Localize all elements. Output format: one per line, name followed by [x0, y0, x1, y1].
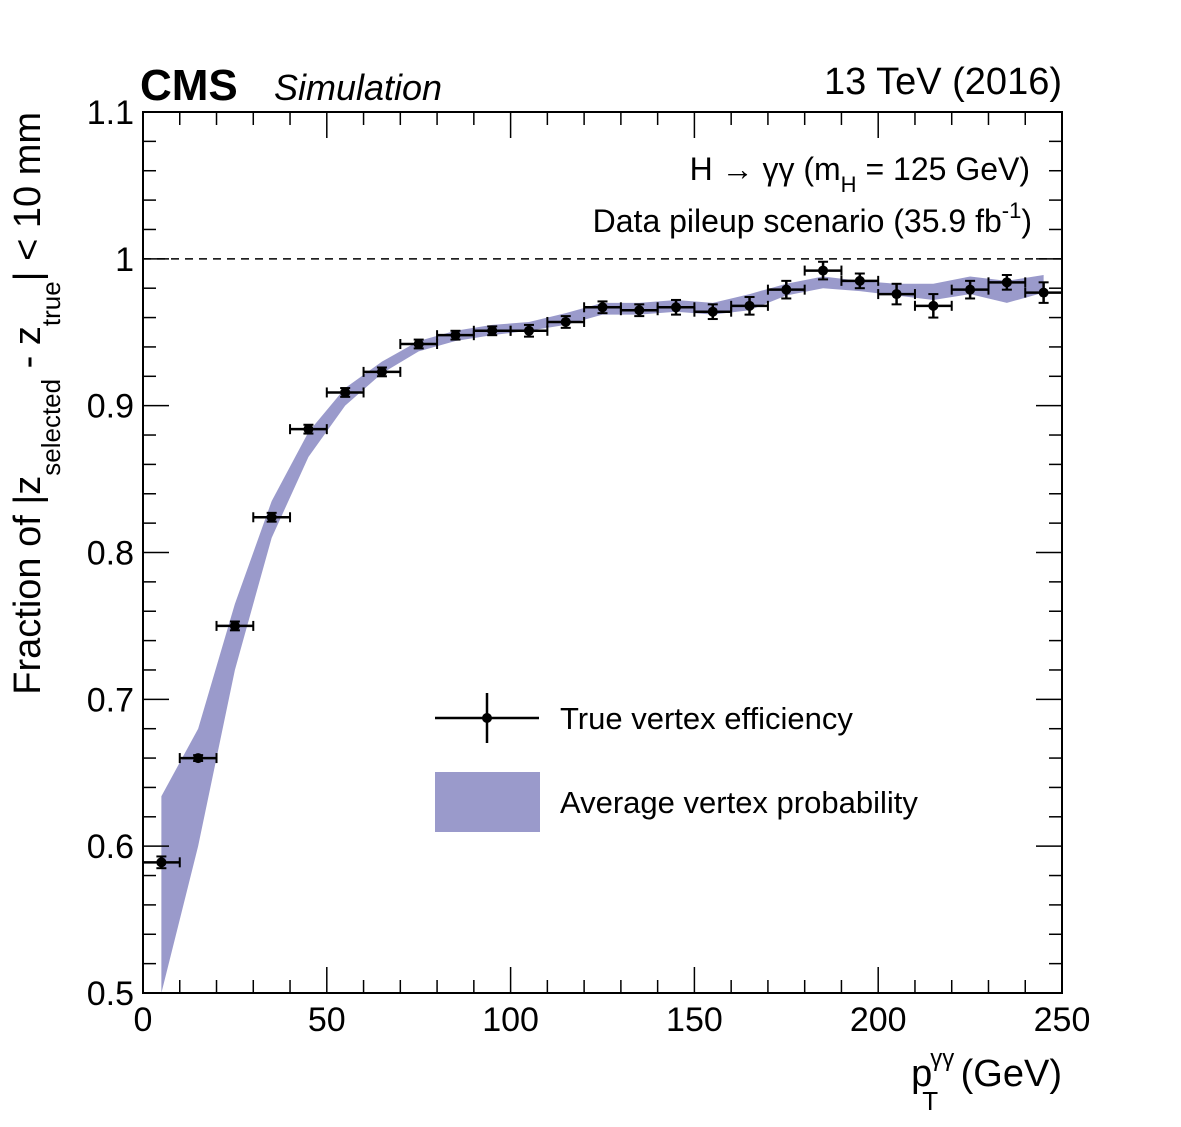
- point-marker: [854, 275, 865, 286]
- legend-band-swatch: [435, 772, 540, 832]
- x-axis-title-sup: γγ: [930, 1045, 954, 1072]
- point-marker: [707, 306, 718, 317]
- x-tick-label: 250: [1034, 1001, 1091, 1039]
- point-marker: [781, 284, 792, 295]
- data-point: [178, 753, 218, 764]
- point-marker: [744, 300, 755, 311]
- point-marker: [1001, 277, 1012, 288]
- data-point: [1024, 281, 1063, 304]
- point-marker: [303, 424, 314, 435]
- data-point: [950, 279, 990, 300]
- legend-points-marker: [482, 713, 492, 723]
- point-marker: [450, 330, 461, 341]
- data-point: [877, 282, 916, 306]
- point-marker: [266, 512, 277, 523]
- pileup-annotation: Data pileup scenario (35.9 fb-1): [593, 198, 1032, 239]
- data-point: [436, 329, 475, 341]
- y-axis-title: Fraction of |zselected - ztrue| < 10 mm: [7, 112, 66, 695]
- data-point: [913, 293, 953, 319]
- y-axis-title-c: | < 10 mm: [7, 112, 49, 281]
- y-axis-title-a: Fraction of |z: [7, 476, 49, 695]
- point-marker: [229, 620, 240, 631]
- x-axis-title-main: p: [911, 1053, 932, 1095]
- data-point: [325, 387, 365, 398]
- y-tick-label: 0.8: [87, 535, 134, 573]
- data-point: [289, 423, 328, 435]
- point-marker: [487, 325, 498, 336]
- data-point: [252, 511, 292, 523]
- y-tick-label: 1: [115, 241, 134, 279]
- point-marker: [928, 300, 939, 311]
- data-point: [509, 323, 549, 338]
- y-tick-label: 0.6: [87, 828, 134, 866]
- y-axis-title-sub2: true: [36, 281, 66, 326]
- status-label: Simulation: [274, 67, 442, 108]
- legend-label-band: Average vertex probability: [560, 785, 918, 820]
- data-point: [987, 273, 1027, 291]
- x-tick-label: 0: [134, 1001, 153, 1039]
- data-point: [583, 300, 622, 315]
- plot-area: [142, 111, 1063, 994]
- legend-label-points: True vertex efficiency: [560, 701, 853, 736]
- ticks-layer: [142, 111, 1063, 994]
- y-tick-label: 0.9: [87, 388, 134, 426]
- data-point: [362, 366, 402, 378]
- process-annotation-sub: H: [841, 172, 857, 197]
- experiment-label: CMS: [140, 61, 238, 110]
- process-annotation: H → γγ (mH = 125 GeV): [690, 151, 1030, 197]
- y-tick-label: 0.7: [87, 681, 134, 719]
- data-point: [693, 303, 733, 321]
- point-marker: [560, 316, 571, 327]
- point-marker: [523, 325, 534, 336]
- y-axis-title-sub1: selected: [36, 379, 66, 476]
- point-marker: [413, 338, 424, 349]
- legend: True vertex efficiency Average vertex pr…: [435, 693, 918, 832]
- x-tick-label: 200: [850, 1001, 907, 1039]
- plot-frame: [142, 111, 1063, 994]
- point-marker: [965, 284, 976, 295]
- data-point: [215, 620, 255, 632]
- process-annotation-prefix: H → γγ (m: [690, 151, 841, 187]
- x-axis-title-sub: T: [922, 1086, 938, 1116]
- energy-label: 13 TeV (2016): [824, 61, 1062, 103]
- point-marker: [156, 857, 167, 868]
- process-annotation-suffix: = 125 GeV): [857, 151, 1030, 187]
- data-point: [840, 272, 880, 290]
- data-point: [766, 279, 806, 300]
- data-point: [399, 338, 439, 350]
- x-axis-title-unit: (GeV): [950, 1053, 1062, 1095]
- point-marker: [597, 302, 608, 313]
- point-marker: [340, 387, 351, 398]
- band-layer: [161, 274, 1044, 993]
- probability-band: [161, 274, 1044, 993]
- data-point: [546, 315, 586, 329]
- x-tick-label: 50: [308, 1001, 346, 1039]
- point-marker: [634, 305, 645, 316]
- points-layer: [142, 260, 1063, 870]
- point-marker: [1038, 287, 1049, 298]
- pileup-annotation-suffix: ): [1021, 203, 1032, 239]
- data-point: [730, 296, 769, 316]
- point-marker: [818, 265, 829, 276]
- data-point: [142, 855, 181, 870]
- point-marker: [376, 366, 387, 377]
- point-marker: [671, 302, 682, 313]
- pileup-annotation-prefix: Data pileup scenario (35.9 fb: [593, 203, 1002, 239]
- data-point: [803, 260, 843, 281]
- x-tick-label: 150: [666, 1001, 723, 1039]
- pileup-annotation-sup: -1: [1002, 198, 1022, 223]
- y-tick-label: 0.5: [87, 975, 134, 1013]
- point-marker: [193, 753, 204, 764]
- y-axis-title-b: - z: [7, 326, 49, 379]
- x-axis-title: pγγ T (GeV): [911, 1045, 1062, 1116]
- x-tick-label: 100: [482, 1001, 539, 1039]
- y-tick-label: 1.1: [87, 94, 134, 132]
- point-marker: [891, 289, 902, 300]
